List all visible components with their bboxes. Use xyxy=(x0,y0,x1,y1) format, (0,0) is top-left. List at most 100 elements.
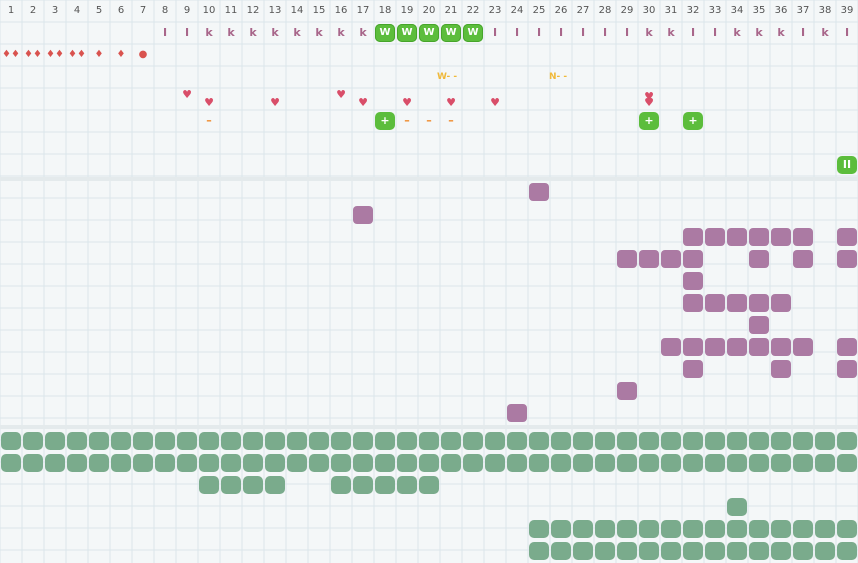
green-block xyxy=(133,454,153,472)
n-row-label: N- - xyxy=(549,72,568,82)
green-block xyxy=(67,432,87,450)
green-block xyxy=(639,432,659,450)
w-badge[interactable]: W xyxy=(441,24,461,42)
green-block xyxy=(397,454,417,472)
green-block xyxy=(573,520,593,538)
column-header: 30 xyxy=(642,5,656,16)
green-block xyxy=(815,454,835,472)
w-badge[interactable]: W xyxy=(397,24,417,42)
green-block xyxy=(485,432,505,450)
green-block xyxy=(529,520,549,538)
heart-icon: ♥ xyxy=(644,90,654,103)
green-block xyxy=(485,454,505,472)
green-block xyxy=(133,432,153,450)
pause-badge[interactable]: II xyxy=(837,156,857,174)
green-block xyxy=(23,432,43,450)
track-label: I xyxy=(800,26,806,39)
column-header: 7 xyxy=(139,5,147,16)
dash-marker: – xyxy=(448,114,454,127)
dash-marker: – xyxy=(206,114,212,127)
purple-block xyxy=(727,338,747,356)
green-block xyxy=(419,432,439,450)
purple-block xyxy=(639,250,659,268)
column-header: 22 xyxy=(466,5,480,16)
green-block xyxy=(661,520,681,538)
green-block xyxy=(617,454,637,472)
heart-icon: ♥ xyxy=(490,96,500,109)
column-header: 39 xyxy=(840,5,854,16)
w-badge[interactable]: W xyxy=(463,24,483,42)
purple-block xyxy=(507,404,527,422)
column-header: 29 xyxy=(620,5,634,16)
green-block xyxy=(617,520,637,538)
heart-icon: ♥ xyxy=(402,96,412,109)
green-block xyxy=(771,432,791,450)
w-row-label: W- - xyxy=(437,72,458,82)
green-block xyxy=(595,520,615,538)
green-block xyxy=(595,454,615,472)
w-badge[interactable]: W xyxy=(419,24,439,42)
green-block xyxy=(595,432,615,450)
w-badge[interactable]: W xyxy=(375,24,395,42)
drop-marker: ♦ xyxy=(116,49,126,60)
purple-block xyxy=(749,316,769,334)
column-header: 28 xyxy=(598,5,612,16)
track-label: k xyxy=(337,26,345,39)
green-block xyxy=(353,454,373,472)
track-label: k xyxy=(777,26,785,39)
track-label: I xyxy=(558,26,564,39)
green-block xyxy=(111,454,131,472)
green-block xyxy=(375,432,395,450)
green-block xyxy=(419,476,439,494)
purple-block xyxy=(837,228,857,246)
heart-icon: ♥ xyxy=(358,96,368,109)
green-block xyxy=(529,454,549,472)
plus-badge[interactable]: + xyxy=(375,112,395,130)
purple-block xyxy=(771,294,791,312)
green-block xyxy=(89,432,109,450)
dash-marker: – xyxy=(404,114,410,127)
green-block xyxy=(705,520,725,538)
purple-block xyxy=(683,228,703,246)
green-block xyxy=(265,454,285,472)
column-header: 25 xyxy=(532,5,546,16)
column-header: 5 xyxy=(95,5,103,16)
drop-marker: ♦♦ xyxy=(68,49,86,60)
green-block xyxy=(683,520,703,538)
green-block xyxy=(375,476,395,494)
green-block xyxy=(573,454,593,472)
purple-block xyxy=(771,338,791,356)
plus-badge[interactable]: + xyxy=(683,112,703,130)
purple-block xyxy=(705,338,725,356)
column-header: 17 xyxy=(356,5,370,16)
green-block xyxy=(529,542,549,560)
purple-block xyxy=(529,183,549,201)
purple-block xyxy=(793,338,813,356)
purple-block xyxy=(749,228,769,246)
green-block xyxy=(661,432,681,450)
column-header: 33 xyxy=(708,5,722,16)
purple-block xyxy=(749,338,769,356)
green-block xyxy=(221,476,241,494)
green-block xyxy=(397,432,417,450)
column-header: 3 xyxy=(51,5,59,16)
green-block xyxy=(793,520,813,538)
green-block xyxy=(507,454,527,472)
plus-badge[interactable]: + xyxy=(639,112,659,130)
purple-block xyxy=(727,294,747,312)
column-header: 23 xyxy=(488,5,502,16)
drop-marker: ♦♦ xyxy=(2,49,20,60)
green-block xyxy=(111,432,131,450)
purple-block xyxy=(705,294,725,312)
purple-block xyxy=(661,250,681,268)
green-block xyxy=(507,432,527,450)
green-block xyxy=(199,476,219,494)
column-header: 21 xyxy=(444,5,458,16)
green-block xyxy=(309,432,329,450)
green-block xyxy=(463,454,483,472)
section-divider xyxy=(0,177,858,181)
green-block xyxy=(837,454,857,472)
green-block xyxy=(441,454,461,472)
track-label: I xyxy=(184,26,190,39)
column-header: 35 xyxy=(752,5,766,16)
